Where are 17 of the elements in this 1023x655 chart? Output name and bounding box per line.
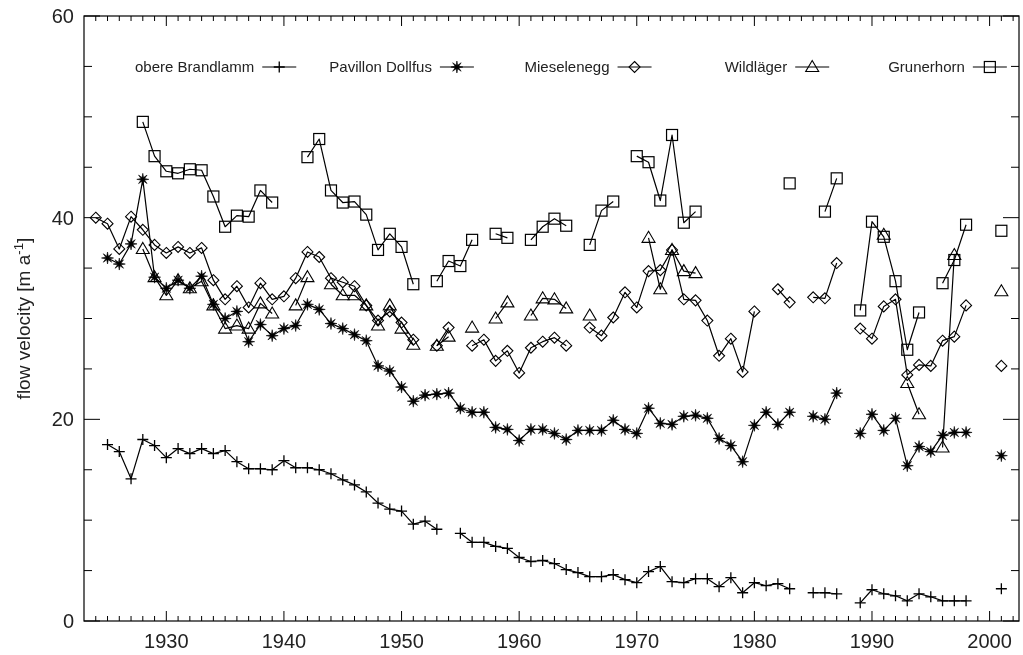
legend-label: Mieselenegg (524, 58, 610, 75)
y-tick-label: 60 (51, 5, 74, 27)
legend-label: Grunerhorn (888, 58, 965, 75)
x-tick-label: 1980 (732, 630, 777, 652)
x-tick-label: 2000 (967, 630, 1012, 652)
x-tick-label: 1930 (144, 630, 189, 652)
legend-label: Wildläger (724, 58, 788, 75)
x-tick-label: 1950 (379, 630, 424, 652)
y-tick-label: 20 (51, 408, 74, 431)
x-tick-label: 1960 (496, 630, 542, 652)
x-tick-label: 1990 (849, 630, 895, 652)
legend-label: obere Brandlamm (135, 58, 255, 75)
x-tick-label: 1940 (261, 630, 307, 652)
y-tick-label: 0 (62, 610, 74, 632)
legend-label: Pavillon Dollfus (329, 58, 432, 75)
x-tick-label: 1970 (614, 630, 660, 652)
y-tick-label: 40 (51, 206, 74, 229)
